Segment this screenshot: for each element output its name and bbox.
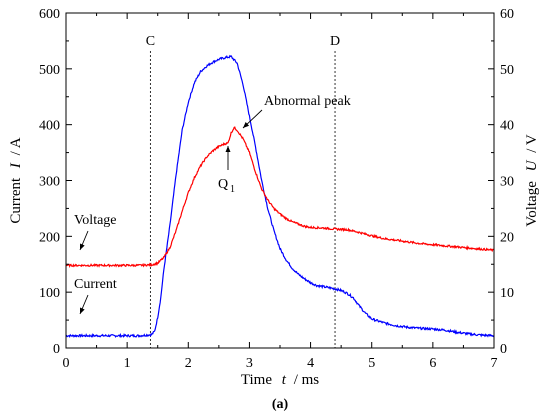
y-right-tick-label: 0 [500, 342, 507, 357]
panel-label: (a) [272, 397, 289, 412]
series-layer [65, 54, 495, 339]
x-tick-label: 5 [368, 356, 375, 371]
voltage-arrow-head [80, 243, 85, 250]
y-left-tick-label: 100 [39, 286, 60, 301]
series-line-voltage [65, 126, 495, 269]
annotations: C D Voltage Current Abnormal peak Q 1 [74, 34, 351, 315]
x-tick-label: 7 [491, 356, 498, 371]
q1-annotation: Q [218, 177, 228, 192]
abnormal-peak-annotation: Abnormal peak [264, 94, 351, 109]
x-tick-label: 2 [185, 356, 192, 371]
y-right-tick-label: 60 [500, 7, 514, 22]
axis-ticks [65, 12, 495, 349]
marker-label-d: D [330, 34, 340, 49]
y-left-tick-label: 500 [39, 63, 60, 78]
y-right-tick-label: 10 [500, 286, 514, 301]
current-annotation: Current [74, 277, 117, 292]
y-left-axis-title: Current I / A [8, 137, 24, 223]
y-left-tick-label: 400 [39, 119, 60, 134]
y-right-tick-label: 20 [500, 230, 514, 245]
x-tick-label: 1 [124, 356, 131, 371]
plot-frame [65, 12, 495, 349]
x-axis-title: Time t / ms [241, 372, 319, 388]
y-right-tick-label: 50 [500, 63, 514, 78]
x-tick-label: 0 [63, 356, 70, 371]
x-tick-label: 4 [307, 356, 314, 371]
abnormal-peak-arrow-head [243, 122, 250, 128]
x-tick-label: 6 [429, 356, 436, 371]
vertical-markers [149, 51, 336, 348]
x-tick-label: 3 [246, 356, 253, 371]
y-right-tick-label: 30 [500, 175, 514, 190]
y-left-tick-label: 600 [39, 7, 60, 22]
current-arrow-head [80, 307, 85, 314]
q1-arrow-head [225, 146, 231, 152]
y-left-tick-label: 200 [39, 230, 60, 245]
q1-subscript: 1 [230, 184, 235, 195]
y-left-tick-label: 300 [39, 175, 60, 190]
series-line-current [65, 54, 495, 339]
y-left-tick-label: 0 [53, 342, 60, 357]
y-right-tick-label: 40 [500, 119, 514, 134]
y-right-axis-title: Voltage U / V [524, 134, 540, 227]
voltage-annotation: Voltage [74, 213, 117, 228]
marker-label-c: C [146, 34, 155, 49]
